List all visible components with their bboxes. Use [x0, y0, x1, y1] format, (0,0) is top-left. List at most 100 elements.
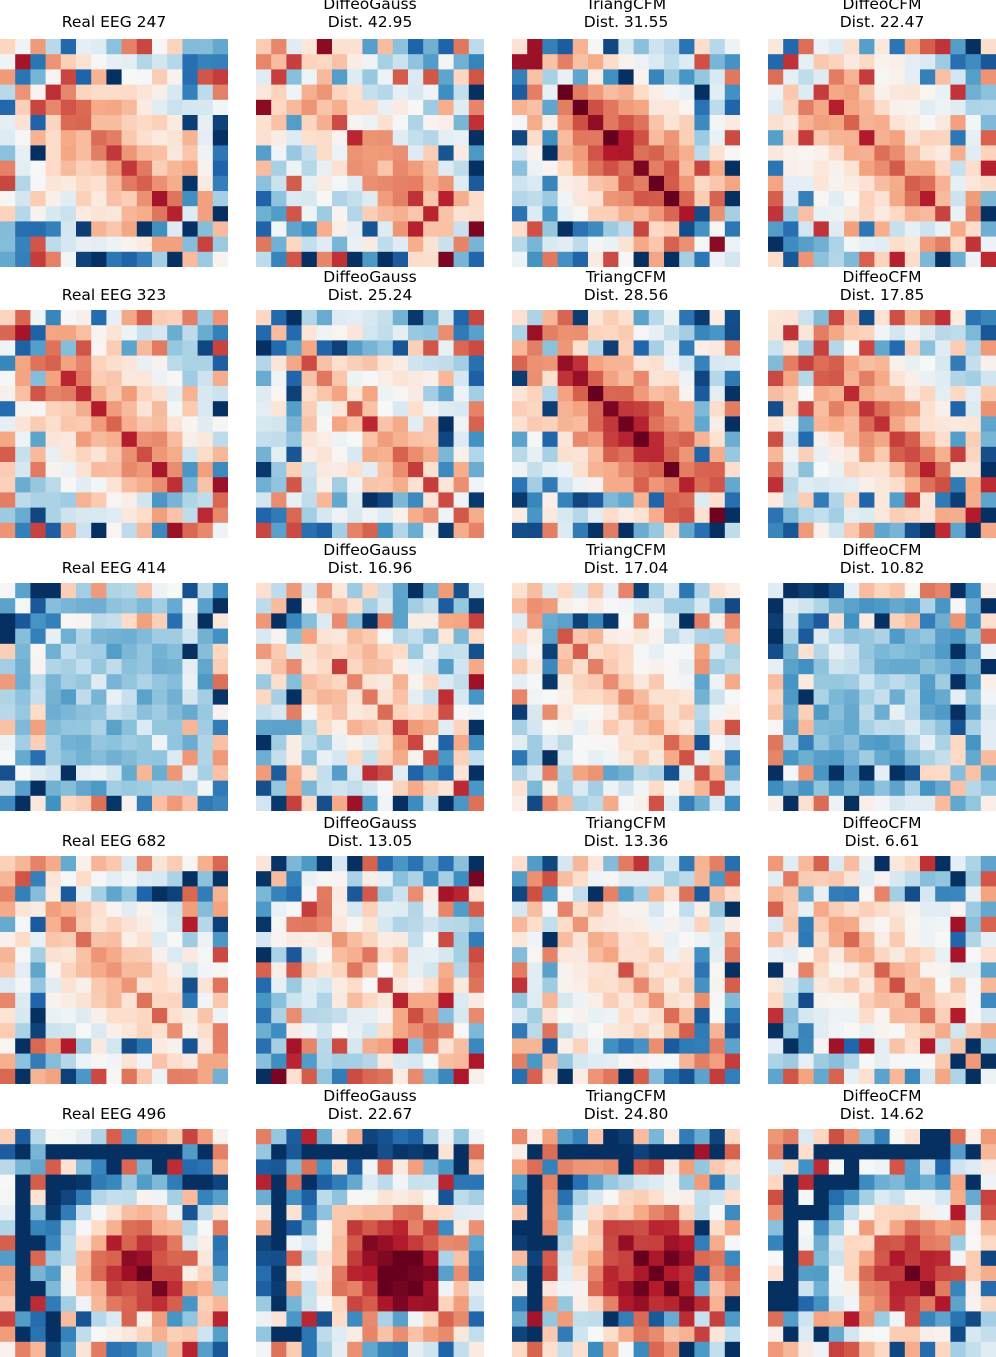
heatmap-cell	[212, 221, 228, 237]
heatmap-cell	[588, 598, 604, 614]
heatmap-cell	[889, 39, 906, 55]
heatmap-cell	[935, 780, 951, 797]
heatmap-cell	[152, 310, 168, 326]
heatmap-cell	[935, 325, 951, 341]
heatmap-cell	[572, 689, 589, 705]
heatmap-cell	[438, 583, 454, 599]
heatmap-cell	[664, 886, 680, 902]
heatmap-cell	[15, 735, 31, 751]
heatmap-cell	[965, 1205, 982, 1221]
heatmap-cell	[438, 1053, 454, 1070]
heatmap-cell	[618, 916, 634, 933]
heatmap-cell	[679, 340, 695, 356]
heatmap-cell	[813, 69, 830, 85]
heatmap-cell	[965, 992, 982, 1009]
heatmap-cell	[813, 1281, 830, 1297]
heatmap-cell	[347, 1053, 363, 1070]
heatmap-cell	[286, 1311, 302, 1327]
panel-distance: Dist. 10.82	[839, 559, 925, 577]
heatmap-cell	[152, 1174, 168, 1191]
heatmap-cell	[423, 1174, 439, 1191]
heatmap-cell	[828, 462, 845, 478]
heatmap-cell	[468, 115, 484, 131]
heatmap-cell	[542, 1068, 558, 1084]
heatmap-cell	[45, 355, 62, 372]
heatmap-cell	[453, 1189, 470, 1206]
heatmap-cell	[679, 1326, 695, 1343]
heatmap-cell	[408, 507, 424, 524]
heatmap-cell	[633, 1174, 650, 1191]
heatmap-cell	[60, 1053, 77, 1070]
heatmap-cell	[920, 1341, 936, 1357]
heatmap-cell	[648, 386, 665, 402]
heatmap-cell	[76, 115, 92, 131]
heatmap-cell	[783, 1129, 799, 1145]
heatmap-cell	[768, 130, 784, 146]
heatmap-cell	[633, 1326, 650, 1343]
heatmap-cell	[423, 1311, 439, 1327]
heatmap-cell	[618, 130, 634, 146]
heatmap-cell	[648, 1220, 665, 1236]
heatmap-cell	[664, 856, 680, 872]
heatmap-cell	[980, 416, 996, 432]
heatmap-cell	[783, 355, 799, 372]
heatmap-cell	[392, 689, 409, 705]
heatmap-cell	[588, 522, 604, 538]
heatmap-cell	[542, 84, 558, 101]
heatmap-cell	[844, 507, 860, 524]
heatmap-cell	[859, 1189, 875, 1206]
heatmap-cell	[271, 1250, 287, 1267]
heatmap-cell	[30, 1281, 46, 1297]
heatmap-cell	[633, 386, 650, 402]
heatmap-cell	[197, 1235, 214, 1251]
heatmap-cell	[618, 1008, 634, 1024]
heatmap-cell	[889, 977, 906, 994]
heatmap-cell	[0, 598, 16, 614]
heatmap-cell	[76, 340, 92, 356]
heatmap-cell	[950, 886, 966, 902]
heatmap-cell	[438, 1250, 454, 1267]
heatmap-cell	[438, 1068, 454, 1084]
heatmap-cell	[91, 1265, 107, 1282]
heatmap-cell	[152, 145, 168, 161]
heatmap-cell	[679, 1296, 695, 1312]
heatmap-cell	[572, 901, 589, 918]
heatmap-cell	[694, 115, 710, 131]
heatmap-cell	[468, 99, 484, 116]
heatmap-cell	[167, 856, 183, 872]
heatmap-cell	[106, 1129, 122, 1145]
heatmap-cell	[980, 674, 996, 690]
heatmap-cell	[271, 583, 287, 599]
heatmap-cell	[935, 871, 951, 887]
heatmap-cell	[874, 1144, 890, 1160]
heatmap-cell	[920, 674, 936, 690]
heatmap-cell	[588, 901, 604, 918]
heatmap-cell	[935, 145, 951, 161]
heatmap-cell	[633, 1311, 650, 1327]
heatmap-cell	[256, 674, 272, 690]
panel-distance: Dist. 28.56	[583, 286, 669, 304]
heatmap-cell	[121, 386, 138, 402]
heatmap-cell	[392, 598, 409, 614]
heatmap-cell	[45, 962, 62, 978]
heatmap-cell	[392, 477, 409, 493]
heatmap-cell	[950, 160, 966, 177]
heatmap-cell	[950, 325, 966, 341]
heatmap-cell	[286, 962, 302, 978]
heatmap-cell	[301, 492, 318, 508]
heatmap-cell	[904, 1038, 921, 1054]
heatmap-cell	[542, 386, 558, 402]
heatmap-cell	[783, 1144, 799, 1160]
heatmap-cell	[920, 780, 936, 797]
heatmap-cell	[212, 1008, 228, 1024]
heatmap-cell	[347, 1220, 363, 1236]
heatmap-cell	[362, 1296, 378, 1312]
heatmap-cell	[527, 613, 543, 629]
heatmap-cell	[347, 932, 363, 948]
heatmap-cell	[91, 507, 107, 524]
heatmap-cell	[828, 160, 845, 177]
heatmap-cell	[362, 886, 378, 902]
heatmap-cell	[935, 735, 951, 751]
heatmap-cell	[45, 1296, 62, 1312]
heatmap-cell	[859, 765, 875, 781]
